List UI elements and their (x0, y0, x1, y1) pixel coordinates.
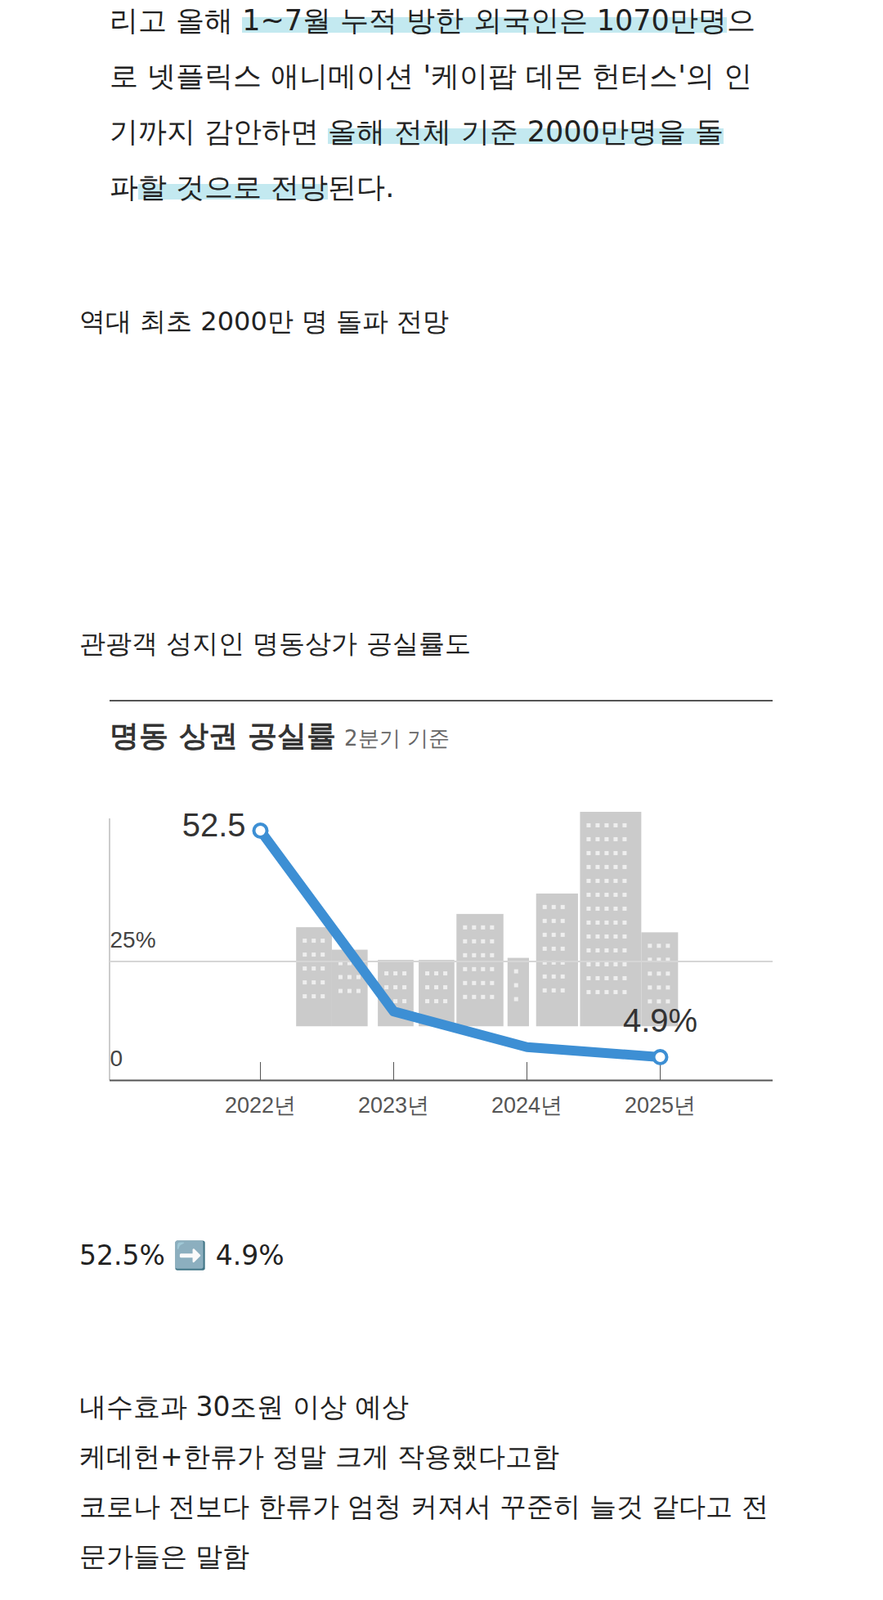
html-text:명동 상권 공실률 2분기 기준: 명동 상권 공실률 2분기 기준 (109, 718, 450, 753)
svg-text:25%: 25% (110, 927, 157, 953)
html-text:기까지 감안하면올해 전체 기준 2000만명을 돌: 기까지 감안하면올해 전체 기준 2000만명을 돌 (109, 115, 724, 148)
html-text:파할 것으로 전망된다.: 파할 것으로 전망된다. (109, 170, 395, 204)
svg-text:2023년: 2023년 (358, 1093, 430, 1118)
html-text:내수효과 30조원 이상 예상: 내수효과 30조원 이상 예상 (79, 1390, 410, 1423)
html-text:역대 최초 2000만 명 돌파 전망: 역대 최초 2000만 명 돌파 전망 (79, 305, 450, 337)
svg-text:2022년: 2022년 (224, 1093, 296, 1118)
svg-text:4.9%: 4.9% (623, 1002, 698, 1039)
html-text:리고 올해1~7월 누적 방한 외국인은 1070만명으: 리고 올해1~7월 누적 방한 외국인은 1070만명으 (109, 4, 756, 37)
html-text:관광객 성지인 명동상가 공실률도: 관광객 성지인 명동상가 공실률도 (79, 627, 471, 659)
html-text:52.5% ➡️ 4.9%: 52.5% ➡️ 4.9% (79, 1239, 285, 1272)
svg-text:2025년: 2025년 (624, 1093, 696, 1118)
svg-text:0: 0 (110, 1045, 124, 1072)
html-text:로 넷플릭스 애니메이션 '케이팝 데몬 헌터스'의 인: 로 넷플릭스 애니메이션 '케이팝 데몬 헌터스'의 인 (109, 59, 753, 93)
svg-text:52.5: 52.5 (182, 806, 247, 843)
svg-text:2024년: 2024년 (491, 1093, 563, 1118)
html-text:문가들은 말함: 문가들은 말함 (79, 1540, 250, 1573)
html-text:코로나 전보다 한류가 엄청 커져서 꾸준히 늘것 같다고: 코로나 전보다 한류가 엄청 커져서 꾸준히 늘것 같다고 전 (79, 1490, 769, 1523)
html-text:케데헌+한류가 정말 크게 작용했다고함: 케데헌+한류가 정말 크게 작용했다고함 (79, 1440, 560, 1473)
